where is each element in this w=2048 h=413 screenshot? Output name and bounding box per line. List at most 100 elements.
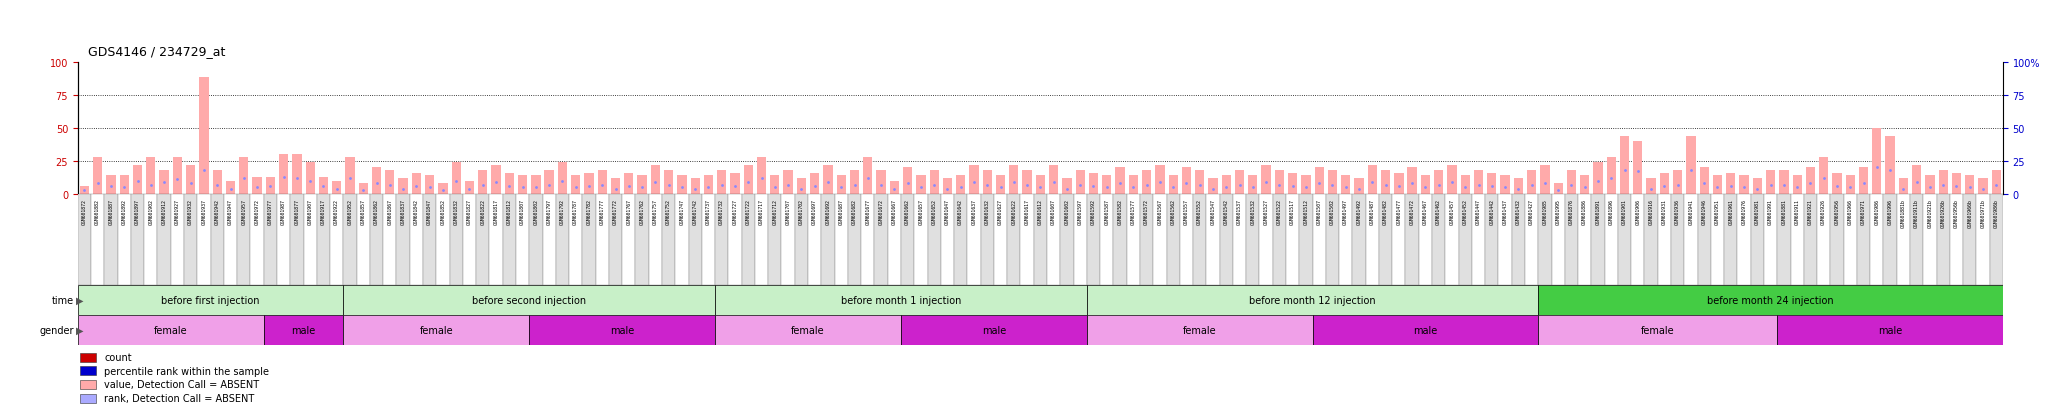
Bar (758, 157, 766, 195)
Bar (1475, 171, 1483, 195)
Point (1462, 182, 1495, 189)
Point (745, 176, 778, 182)
Bar (104, 195, 117, 285)
Bar (332, 181, 342, 195)
Point (1913, 185, 1946, 191)
Text: GSM601437: GSM601437 (1503, 199, 1507, 225)
Point (1782, 185, 1815, 191)
Text: GSM601916: GSM601916 (1649, 199, 1653, 225)
Text: GSM601737: GSM601737 (707, 199, 711, 225)
Point (719, 183, 752, 190)
Bar (715, 285, 1087, 315)
Bar (225, 181, 236, 195)
Bar (223, 195, 238, 285)
Bar (80, 187, 90, 195)
Text: GSM601906: GSM601906 (1636, 199, 1640, 225)
Bar (145, 157, 156, 195)
Bar (344, 195, 356, 285)
Bar (119, 176, 129, 195)
Point (1303, 180, 1335, 187)
Text: GSM601922: GSM601922 (334, 199, 340, 225)
Point (1090, 185, 1122, 191)
Bar (1395, 173, 1403, 195)
Bar (913, 195, 928, 285)
Text: GSM601961: GSM601961 (1729, 199, 1733, 225)
Text: GSM601952: GSM601952 (348, 199, 352, 225)
Point (932, 186, 965, 192)
Point (997, 179, 1030, 186)
Point (1143, 179, 1176, 186)
Bar (1753, 179, 1761, 195)
Bar (582, 195, 596, 285)
Bar (848, 195, 860, 285)
Bar (1552, 195, 1565, 285)
Bar (1288, 173, 1296, 195)
Text: GSM601817: GSM601817 (494, 199, 498, 225)
Bar (1327, 171, 1337, 195)
Point (918, 182, 950, 189)
Text: GSM601682: GSM601682 (852, 199, 856, 225)
Text: GSM601577: GSM601577 (1130, 199, 1137, 225)
Text: GSM601902: GSM601902 (147, 199, 154, 225)
Bar (1790, 195, 1804, 285)
Text: GSM601502: GSM601502 (1329, 199, 1335, 225)
Text: GSM601602: GSM601602 (1065, 199, 1069, 225)
Bar (344, 315, 528, 345)
Point (520, 185, 553, 191)
Bar (1034, 195, 1047, 285)
Text: GSM601907: GSM601907 (307, 199, 313, 225)
Point (1475, 183, 1507, 190)
Text: GSM601897: GSM601897 (135, 199, 139, 225)
Bar (1206, 195, 1221, 285)
Point (1329, 185, 1362, 191)
Bar (240, 157, 248, 195)
Text: GSM601702: GSM601702 (799, 199, 805, 225)
Bar (264, 315, 344, 345)
Bar (1100, 195, 1114, 285)
Text: GSM601976: GSM601976 (1741, 199, 1747, 225)
Text: GSM601995: GSM601995 (1556, 199, 1561, 225)
Bar (1274, 171, 1284, 195)
Text: rank, Detection Call = ABSENT: rank, Detection Call = ABSENT (104, 393, 254, 403)
Bar (596, 195, 608, 285)
Bar (741, 195, 756, 285)
Bar (1833, 173, 1841, 195)
Bar (823, 166, 834, 195)
Point (94, 183, 127, 190)
Text: before month 24 injection: before month 24 injection (1708, 295, 1833, 305)
Text: GSM601772: GSM601772 (612, 199, 618, 225)
Bar (862, 157, 872, 195)
Bar (438, 184, 449, 195)
Text: GSM601607: GSM601607 (1051, 199, 1057, 225)
Bar (1511, 195, 1526, 285)
Bar (1153, 195, 1167, 285)
Bar (598, 171, 606, 195)
Point (1370, 182, 1403, 189)
Point (985, 185, 1018, 191)
Bar (528, 195, 543, 285)
Text: GSM601547: GSM601547 (1210, 199, 1214, 225)
Text: GSM601432: GSM601432 (1516, 199, 1522, 225)
Text: GSM601987: GSM601987 (281, 199, 287, 225)
Text: GSM601941: GSM601941 (1688, 199, 1694, 225)
Point (692, 185, 725, 191)
Bar (1923, 195, 1937, 285)
Text: ▶: ▶ (76, 295, 84, 305)
Bar (1262, 166, 1270, 195)
Bar (809, 195, 821, 285)
Point (1966, 186, 1999, 192)
Bar (729, 195, 741, 285)
Bar (1419, 195, 1432, 285)
Text: GSM601911b: GSM601911b (1915, 199, 1919, 228)
Bar (465, 181, 475, 195)
Bar (1978, 179, 1989, 195)
Bar (1860, 168, 1868, 195)
Bar (385, 171, 395, 195)
Bar (356, 195, 371, 285)
Text: before month 12 injection: before month 12 injection (1249, 295, 1376, 305)
Bar (811, 173, 819, 195)
Point (1833, 185, 1866, 191)
Bar (1155, 166, 1165, 195)
Bar (1047, 195, 1061, 285)
Bar (1448, 166, 1456, 195)
